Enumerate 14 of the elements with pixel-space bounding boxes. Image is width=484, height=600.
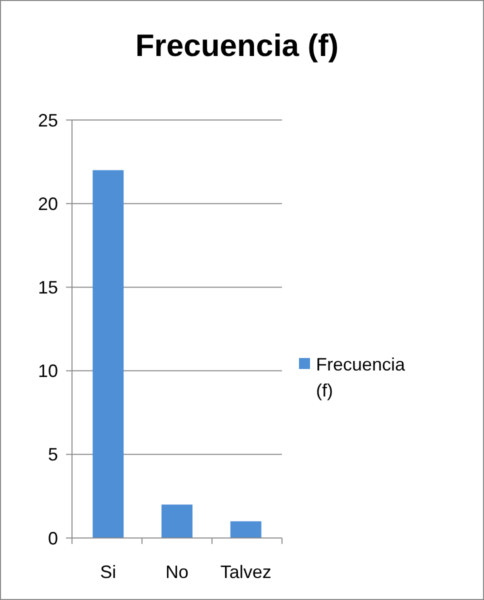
y-tick-label: 10 [38, 361, 58, 382]
bar [230, 521, 262, 538]
legend-label: Frecuencia (f) [316, 354, 406, 400]
y-tick-label: 15 [38, 278, 58, 298]
chart-title: Frecuencia (f) [135, 28, 339, 63]
bar [92, 170, 124, 538]
x-tick-label: No [165, 562, 189, 582]
y-tick-label: 0 [48, 528, 58, 548]
y-tick-label: 25 [38, 110, 58, 130]
y-tick-label: 20 [38, 194, 58, 214]
bar [162, 504, 192, 538]
x-tick-label: Talvez [220, 562, 272, 582]
x-tick-label: Si [100, 562, 116, 582]
y-tick-label: 5 [48, 444, 58, 465]
